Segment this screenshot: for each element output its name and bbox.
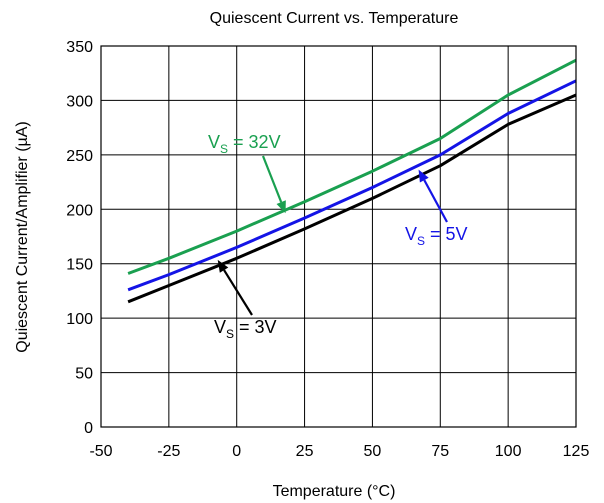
series-line-32v [127, 58, 577, 275]
x-tick-label: 0 [232, 443, 241, 460]
chart-title: Quiescent Current vs. Temperature [210, 10, 459, 27]
y-tick-label: 50 [75, 366, 93, 383]
plot-frame [100, 45, 577, 428]
x-tick-label: 75 [431, 443, 449, 460]
y-tick-label: 150 [66, 257, 93, 274]
x-tick-label: 125 [563, 443, 590, 460]
annotation-label-32v: VS = 32V [208, 132, 281, 156]
y-tick-label: 100 [66, 311, 93, 328]
y-tick-label: 250 [66, 148, 93, 165]
tick-labels: -50 -25 0 25 50 75 100 125 0 50 100 150 200 250 300 350 [66, 39, 589, 460]
annotation-vs-32v: VS = 32V [208, 132, 286, 214]
x-tick-label: 50 [364, 443, 382, 460]
annotation-vs-5v: VS = 5V [405, 169, 468, 248]
y-tick-label: 200 [66, 202, 93, 219]
annotation-arrow-5v [423, 179, 448, 223]
annotation-arrowhead-32v [276, 200, 286, 214]
x-tick-label: 100 [495, 443, 522, 460]
y-axis-label: Quiescent Current/Amplifier (µA) [14, 121, 31, 353]
annotation-vs-3v: VS = 3V [214, 259, 277, 341]
x-tick-label: 25 [296, 443, 314, 460]
x-tick-label: -50 [89, 443, 112, 460]
series-line-5v [127, 79, 577, 292]
grid [100, 45, 577, 428]
annotation-arrowhead-3v [217, 259, 229, 273]
annotation-label-3v: VS = 3V [214, 317, 277, 341]
annotation-label-5v: VS = 5V [405, 224, 468, 248]
y-tick-label: 350 [66, 39, 93, 56]
annotation-arrow-3v [223, 269, 253, 316]
annotation-arrow-32v [261, 155, 283, 203]
y-tick-label: 300 [66, 93, 93, 110]
x-tick-label: -25 [157, 443, 180, 460]
annotation-arrowhead-5v [418, 169, 429, 183]
y-tick-label: 0 [84, 420, 93, 437]
series-layer [127, 58, 577, 304]
x-axis-label: Temperature (°C) [273, 483, 396, 500]
series-line-3v [127, 93, 577, 304]
